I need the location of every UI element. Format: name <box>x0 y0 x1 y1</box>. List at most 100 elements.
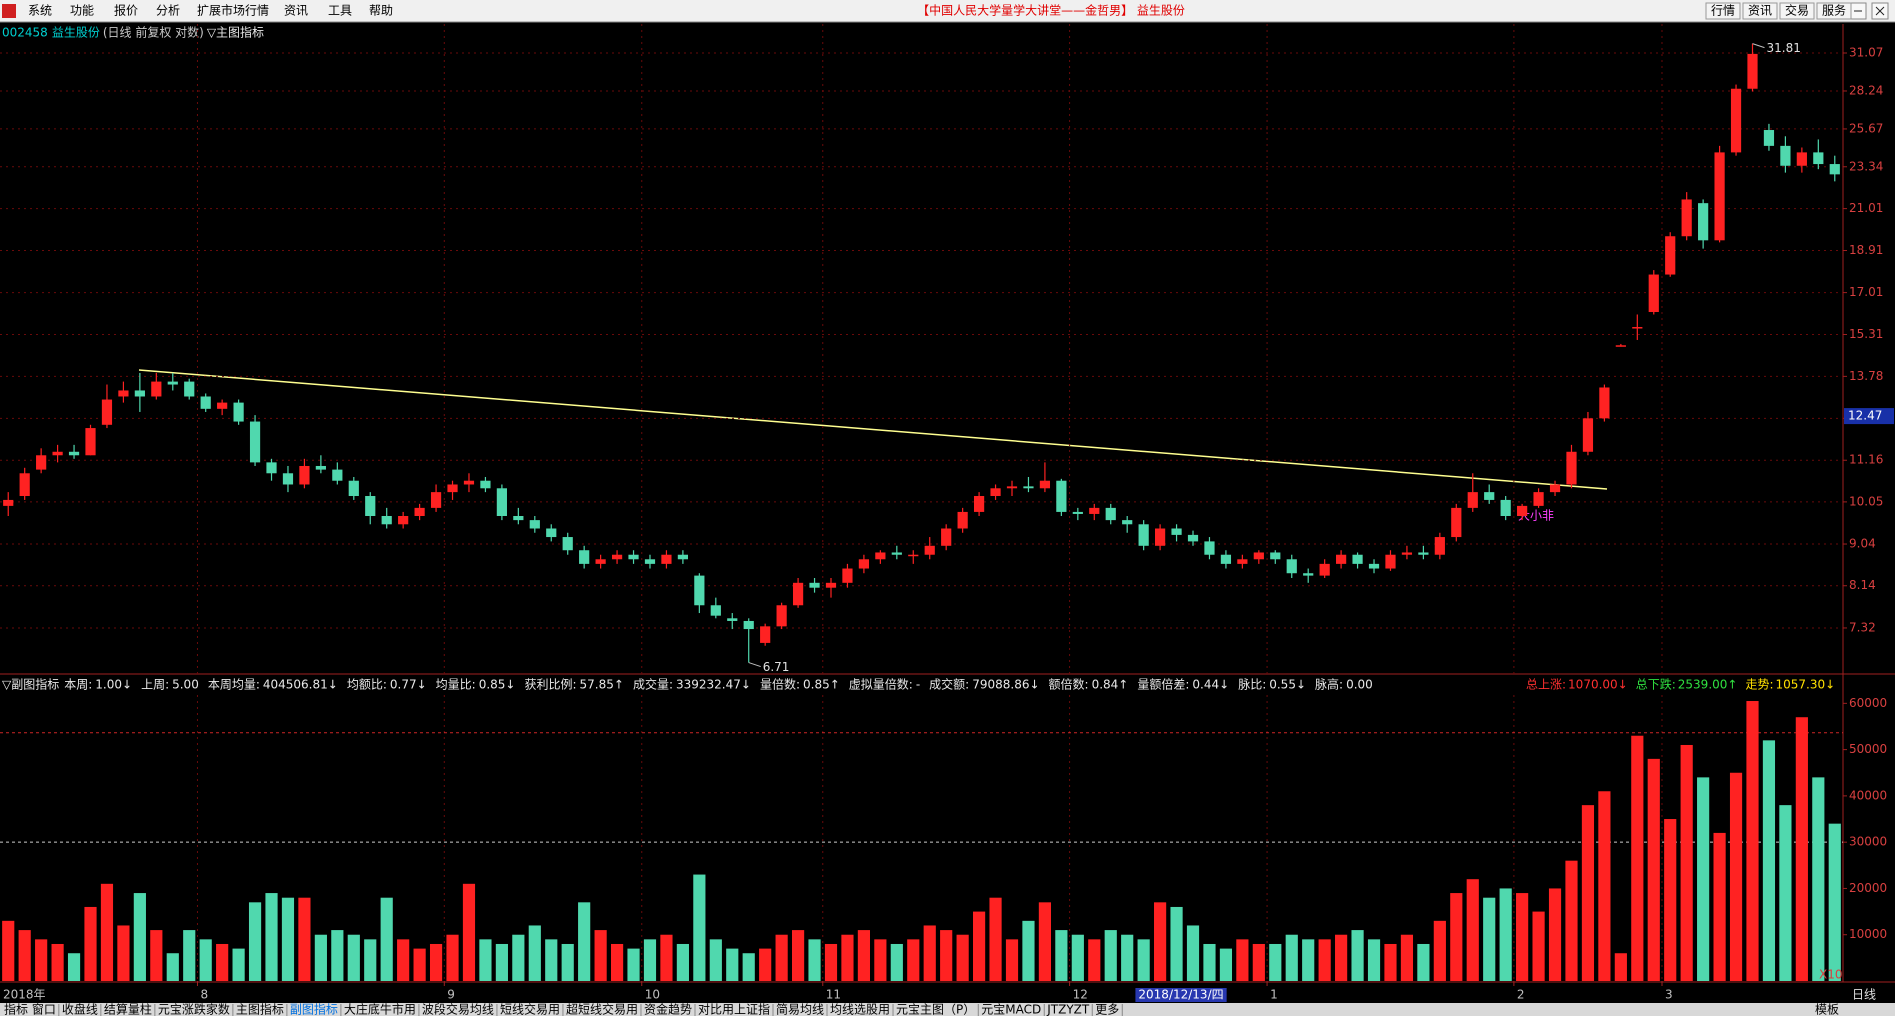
candle-body <box>1105 507 1116 521</box>
toolbar-button[interactable] <box>1705 2 1741 20</box>
tab[interactable]: 副图指标 <box>290 1002 338 1016</box>
candle-body <box>1171 528 1182 535</box>
candle-body <box>1698 203 1709 241</box>
candle-body <box>1204 541 1215 555</box>
tab[interactable]: 收盘线 <box>62 1002 98 1016</box>
sub-title: ▽副图指标 <box>2 677 59 692</box>
volume-bar <box>1170 906 1183 981</box>
menu-item[interactable]: 报价 <box>114 3 138 18</box>
tab[interactable]: 元宝主图（P） <box>896 1003 975 1016</box>
date-cursor-label: 2018/12/13/四 <box>1138 988 1223 1002</box>
indicator-label: 量额倍差: <box>1137 677 1189 692</box>
app-icon <box>2 4 16 18</box>
volume-bar <box>1762 740 1776 981</box>
volume-bar <box>150 930 163 981</box>
volume-bar <box>1746 701 1759 981</box>
candle-body <box>1418 552 1429 555</box>
toolbar-button[interactable] <box>1779 2 1815 20</box>
tab[interactable]: 对比用上证指 <box>698 1002 770 1016</box>
tab[interactable]: 超短线交易用 <box>566 1002 638 1016</box>
candle-body <box>743 620 754 630</box>
menu-item[interactable]: 资讯 <box>284 4 308 18</box>
menu-item[interactable]: 帮助 <box>369 4 393 18</box>
candle-body <box>1730 88 1742 153</box>
tab[interactable]: JTZYZT <box>1046 1003 1090 1016</box>
indicator-label: 获利比例: <box>524 678 576 692</box>
x-tick-label: 2018年 <box>3 988 46 1002</box>
tab[interactable]: 更多 <box>1095 1003 1119 1016</box>
candle-body <box>348 480 359 497</box>
volume-bar <box>1367 939 1381 981</box>
volume-bar <box>265 893 278 981</box>
tab[interactable]: 大庄底牛市用 <box>344 1002 416 1016</box>
high-pointer <box>1752 43 1765 49</box>
volume-bar <box>1285 934 1298 981</box>
x-tick-label: 3 <box>1665 988 1673 1002</box>
y-tick-label: 7.32 <box>1849 620 1876 634</box>
volume-bar <box>1516 893 1529 981</box>
menu-item[interactable]: 扩展市场行情 <box>197 3 269 18</box>
candle-body <box>233 402 244 422</box>
tab[interactable]: 资金趋势 <box>644 1002 692 1016</box>
volume-bar <box>1022 920 1035 981</box>
toolbar-button[interactable] <box>1742 2 1778 20</box>
menu-item[interactable]: 系统 <box>28 4 52 18</box>
volume-bar <box>232 948 245 981</box>
candle-body <box>1467 492 1478 508</box>
indicator-label: 额倍数: <box>1049 677 1089 692</box>
toolbar-button-label: 服务 <box>1822 3 1846 18</box>
y-tick-label: 31.07 <box>1849 45 1883 59</box>
tab[interactable]: 元宝MACD <box>981 1003 1041 1016</box>
volume-bar <box>314 934 327 981</box>
y-tick-label: 8.14 <box>1849 578 1876 592</box>
tab[interactable]: 结算量柱 <box>104 1002 152 1016</box>
candle-body <box>760 626 771 643</box>
candle-body <box>398 516 409 525</box>
candle-body <box>628 554 639 560</box>
volume-bar <box>660 934 673 981</box>
menu-item[interactable]: 功能 <box>70 4 94 18</box>
x-tick-label: 2 <box>1517 988 1525 1002</box>
menu-bar <box>0 0 1895 22</box>
tab[interactable]: 简易均线 <box>776 1003 824 1016</box>
volume-bar <box>874 939 887 981</box>
tab[interactable]: 波段交易均线 <box>422 1002 494 1016</box>
candle-body <box>200 396 211 409</box>
tab[interactable]: 元宝涨跌家数 <box>158 1002 230 1016</box>
x-tick-label: 11 <box>826 988 841 1002</box>
volume-bar <box>726 948 739 981</box>
volume-bar <box>1071 934 1084 981</box>
candle-body <box>118 390 129 397</box>
volume-bar <box>643 939 657 981</box>
indicator-value: 79088.86↓ <box>972 678 1039 692</box>
menu-item[interactable]: 分析 <box>156 4 180 18</box>
candle-body <box>315 465 326 470</box>
toolbar-button[interactable] <box>1816 2 1852 20</box>
volume-bar <box>1581 805 1595 981</box>
volume-bar <box>1384 943 1397 981</box>
y-tick-label: 17.01 <box>1849 285 1883 299</box>
tab[interactable]: 短线交易用 <box>500 1002 560 1016</box>
period-label: 日线 <box>1852 988 1876 1002</box>
trend-line <box>138 369 1608 490</box>
volume-bar <box>759 948 772 981</box>
indicator-label: 上周: <box>141 678 169 692</box>
volume-bar <box>1252 943 1265 981</box>
tab[interactable]: 均线选股用 <box>830 1003 890 1016</box>
tab[interactable]: 主图指标 <box>236 1002 284 1016</box>
volume-bar <box>610 943 624 981</box>
volume-bar <box>561 943 574 981</box>
template-button[interactable]: 模板 <box>1815 1003 1839 1016</box>
candle-body <box>710 605 721 616</box>
candle-body <box>1006 486 1018 489</box>
indicator-value: 404506.81↓ <box>263 678 338 692</box>
candle-body <box>1648 274 1659 313</box>
volume-bar <box>1466 879 1479 981</box>
close-icon <box>1875 6 1885 16</box>
candle-body <box>1665 236 1676 275</box>
volume-bar <box>166 953 179 981</box>
menu-item[interactable]: 工具 <box>328 4 352 18</box>
tab[interactable]: 指标 窗口 <box>4 1002 56 1016</box>
volume-bar <box>2 920 15 981</box>
indicator-value: 0.77↓ <box>390 678 427 692</box>
